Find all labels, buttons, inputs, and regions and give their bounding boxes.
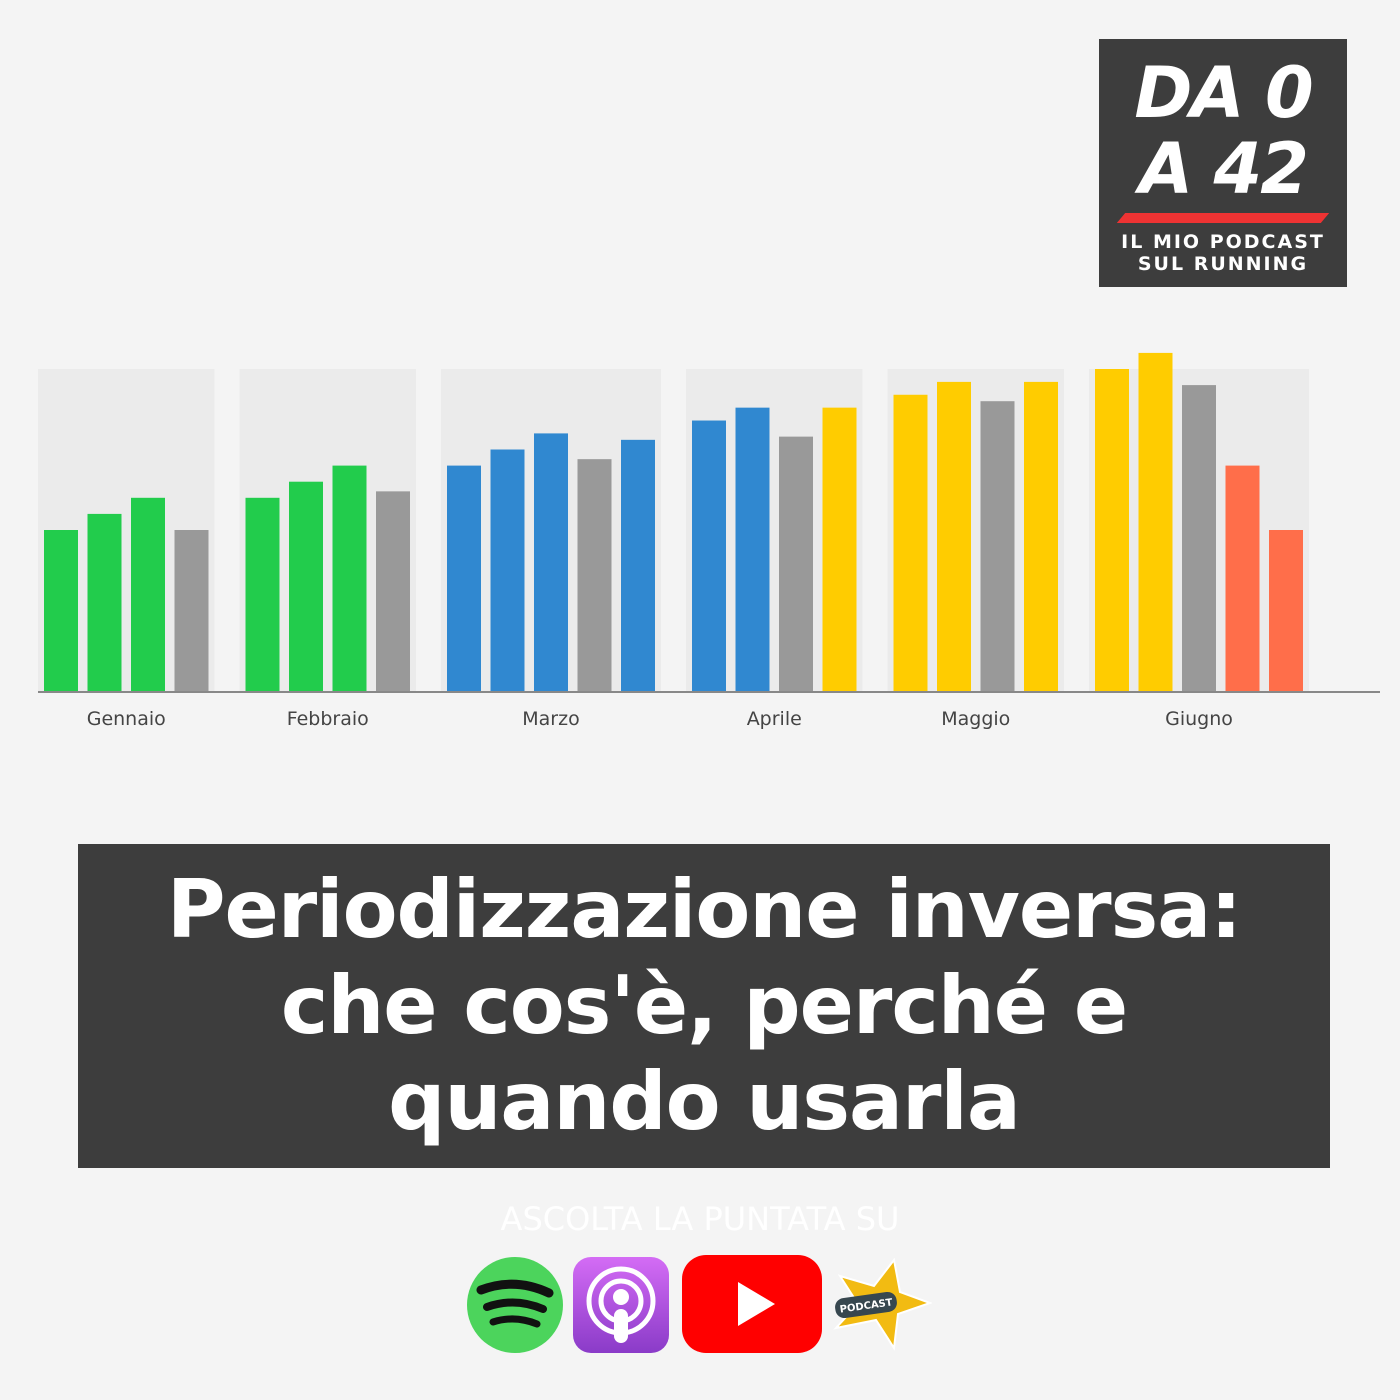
logo-stripe (1116, 213, 1330, 223)
bar-giugno-5 (1269, 530, 1303, 691)
tick-label: Marzo (522, 708, 579, 730)
bar-maggio-2 (937, 381, 971, 691)
bar-febbraio-1 (245, 497, 280, 691)
logo-line2: A 42 (1139, 128, 1309, 210)
tick-label: Maggio (941, 708, 1010, 730)
bar-maggio-4 (1024, 381, 1058, 691)
listen-label: ASCOLTA LA PUNTATA SU (500, 1200, 900, 1238)
bar-marzo-3 (534, 433, 568, 691)
title-line1: Periodizzazione inversa: (166, 863, 1242, 956)
podcast-star-icon[interactable]: PODCAST (832, 1258, 932, 1352)
tick-label: Giugno (1165, 708, 1233, 730)
logo-line1: DA 0 (1134, 52, 1313, 134)
bar-aprile-2 (735, 407, 770, 691)
bar-maggio-1 (893, 394, 928, 691)
bar-aprile-1 (692, 420, 726, 691)
title-line3: quando usarla (388, 1055, 1021, 1148)
episode-title: Periodizzazione inversa: che cos'è, perc… (78, 844, 1330, 1168)
bar-giugno-3 (1182, 385, 1216, 691)
bar-maggio-3 (980, 401, 1015, 691)
bar-gennaio-1 (44, 530, 78, 691)
bar-marzo-1 (447, 465, 481, 691)
bar-marzo-5 (621, 439, 655, 691)
logo-tagline2: SUL RUNNING (1137, 253, 1309, 275)
bar-gennaio-4 (174, 530, 209, 691)
bar-aprile-4 (822, 407, 857, 691)
bar-febbraio-4 (376, 491, 410, 691)
bar-febbraio-3 (332, 465, 367, 691)
bar-marzo-2 (490, 449, 525, 691)
bar-giugno-4 (1225, 465, 1260, 691)
title-line2: che cos'è, perché e (280, 959, 1128, 1052)
bar-gennaio-3 (131, 497, 165, 691)
bar-aprile-3 (779, 436, 813, 691)
bar-gennaio-2 (87, 513, 122, 691)
bar-febbraio-2 (289, 481, 323, 691)
bar-giugno-2 (1138, 352, 1173, 691)
tick-label: Aprile (747, 708, 802, 730)
spotify-icon[interactable] (467, 1257, 563, 1353)
bar-giugno-1 (1095, 369, 1129, 691)
youtube-icon[interactable] (682, 1255, 822, 1353)
tick-label: Gennaio (87, 708, 166, 730)
apple-podcasts-icon[interactable] (573, 1257, 669, 1353)
podcast-logo: DA 0 A 42 IL MIO PODCAST SUL RUNNING (1099, 39, 1347, 287)
bar-marzo-4 (577, 459, 612, 691)
logo-tagline1: IL MIO PODCAST (1121, 231, 1325, 253)
bar-chart: Gennaio Febbraio Marzo Aprile Maggio Giugno (38, 352, 1380, 730)
tick-label: Febbraio (287, 708, 369, 730)
